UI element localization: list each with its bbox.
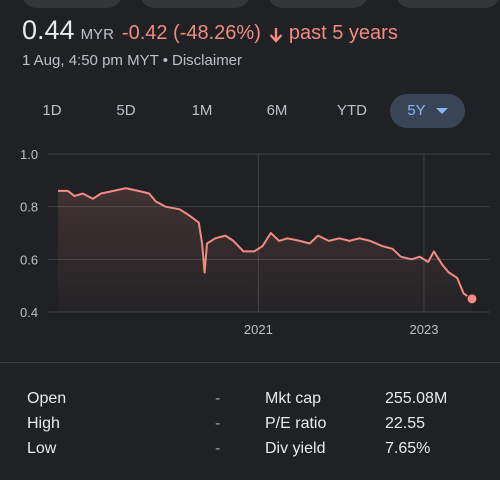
top-chip[interactable] <box>396 0 500 8</box>
stat-divyield-value: 7.65% <box>385 440 431 457</box>
stat-open-value: - <box>215 390 221 407</box>
quote-meta: 1 Aug, 4:50 pm MYT • Disclaimer <box>22 52 242 69</box>
y-tick-label: 0.4 <box>20 305 38 320</box>
chevron-down-icon <box>435 108 448 115</box>
top-chip[interactable] <box>268 0 368 8</box>
range-tab-label: 5Y <box>407 102 426 119</box>
range-tab-label: YTD <box>337 102 367 119</box>
price-header: 0.44 MYR -0.42 (-48.26%) past 5 years <box>22 15 398 55</box>
range-tab-label: 1D <box>42 102 62 119</box>
stat-open-label: Open <box>27 390 67 407</box>
disclaimer-link[interactable]: Disclaimer <box>172 52 243 69</box>
range-tab-1d[interactable]: 1D <box>26 94 78 128</box>
stat-low-label: Low <box>27 440 57 457</box>
current-price: 0.44 <box>22 15 75 45</box>
stat-pe-label: P/E ratio <box>265 415 327 432</box>
range-tab-5d[interactable]: 5D <box>100 94 152 128</box>
x-tick-label: 2023 <box>410 322 439 337</box>
range-tab-label: 5D <box>116 102 136 119</box>
stat-mktcap-value: 255.08M <box>385 390 448 407</box>
currency-code: MYR <box>80 26 114 43</box>
stat-high-label: High <box>27 415 60 432</box>
x-tick-label: 2021 <box>244 322 273 337</box>
meta-separator: • <box>162 52 169 69</box>
stat-low-value: - <box>215 440 221 457</box>
stat-mktcap-label: Mkt cap <box>265 390 322 407</box>
price-line <box>58 187 473 300</box>
price-area <box>58 188 472 312</box>
y-tick-label: 0.6 <box>20 252 38 267</box>
y-tick-label: 1.0 <box>20 147 38 162</box>
price-change: -0.42 (-48.26%) <box>121 22 261 44</box>
y-tick-label: 0.8 <box>20 200 38 215</box>
range-tab-label: 1M <box>191 102 213 119</box>
stat-pe-value: 22.55 <box>385 415 426 432</box>
stat-high-value: - <box>215 415 221 432</box>
section-divider <box>0 362 500 363</box>
top-chip[interactable] <box>140 0 250 8</box>
range-tab-label: 6M <box>266 102 288 119</box>
range-tab-1m[interactable]: 1M <box>176 94 228 128</box>
range-tab-ytd[interactable]: YTD <box>326 94 378 128</box>
range-selector: 1D 5D 1M 6M YTD 5Y <box>0 94 500 128</box>
top-chip[interactable] <box>22 0 122 8</box>
quote-timestamp: 1 Aug, 4:50 pm MYT <box>22 52 159 69</box>
range-tab-5y[interactable]: 5Y <box>390 94 465 128</box>
arrow-down-icon <box>269 28 283 43</box>
last-price-point <box>466 293 478 305</box>
stat-divyield-label: Div yield <box>265 440 326 457</box>
range-tab-6m[interactable]: 6M <box>251 94 303 128</box>
change-period: past 5 years <box>288 22 398 44</box>
price-chart[interactable]: 1.0 0.8 0.6 0.4 2021 2023 <box>0 140 500 350</box>
